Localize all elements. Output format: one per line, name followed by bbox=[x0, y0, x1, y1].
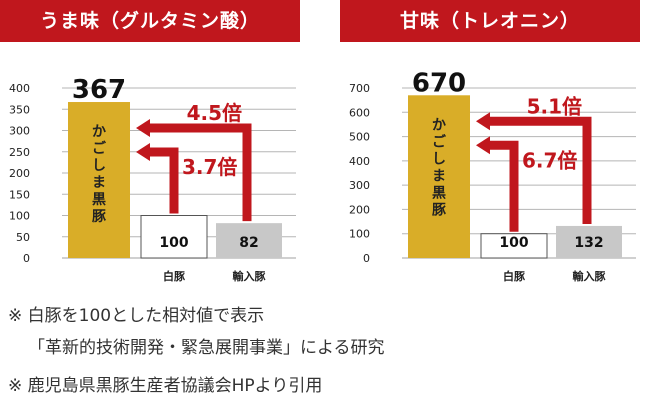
umami-ytick-label: 50 bbox=[16, 231, 30, 244]
umami-chart-title: うま味（グルタミン酸） bbox=[0, 0, 300, 42]
sweetness-chart-panel: 甘味（トレオニン） 0 100 200 300 400 500 600 700 670 100 13… bbox=[340, 0, 640, 300]
umami-category-label-kagoshima: かごしま黒豚 bbox=[92, 124, 107, 225]
sweetness-bar-imported bbox=[556, 225, 622, 258]
umami-bar-white-pig bbox=[140, 215, 208, 259]
sweetness-ytick-label: 700 bbox=[349, 82, 370, 95]
sweetness-multiplier-imported: 5.1倍 bbox=[527, 94, 582, 118]
footnotes: ※ 白豚を100とした相対値で表示 「革新的技術開発・緊急展開事業」による研究 … bbox=[8, 300, 643, 402]
umami-ytick-label: 400 bbox=[9, 82, 30, 95]
umami-chart: 0 50 100 150 200 250 300 350 400 367 100 82 かごしま黒豚白豚… bbox=[9, 75, 296, 283]
umami-ytick-label: 200 bbox=[9, 167, 30, 180]
sweetness-ytick-label: 0 bbox=[363, 252, 370, 265]
umami-multiplier-white-pig: 3.7倍 bbox=[182, 155, 237, 179]
sweetness-ytick-label: 100 bbox=[349, 228, 370, 241]
umami-arrow-white-pig-shaft bbox=[148, 147, 179, 214]
sweetness-multiplier-white-pig: 6.7倍 bbox=[522, 148, 577, 172]
sweetness-arrow-white-pig-head bbox=[476, 136, 490, 155]
sweetness-chart-title: 甘味（トレオニン） bbox=[340, 0, 640, 42]
sweetness-arrow-white-pig-shaft bbox=[488, 140, 519, 232]
umami-ytick-label: 150 bbox=[9, 188, 30, 201]
sweetness-category-label-kagoshima: かごしま黒豚 bbox=[432, 117, 447, 218]
umami-ytick-label: 0 bbox=[23, 252, 30, 265]
umami-value-label-imported: 82 bbox=[239, 235, 258, 251]
umami-multiplier-imported: 4.5倍 bbox=[187, 101, 242, 125]
sweetness-ytick-label: 500 bbox=[349, 131, 370, 144]
umami-ytick-label: 250 bbox=[9, 146, 30, 159]
umami-category-label-white-pig: 白豚 bbox=[163, 269, 186, 283]
umami-chart-panel: うま味（グルタミン酸） 0 50 100 150 200 250 300 350 400 367 1… bbox=[0, 0, 300, 300]
sweetness-ytick-label: 200 bbox=[349, 203, 370, 216]
sweetness-ytick-label: 600 bbox=[349, 106, 370, 119]
umami-arrow-imported-head bbox=[136, 119, 150, 138]
sweetness-bar-white-pig bbox=[480, 233, 548, 259]
umami-arrow-white-pig-head bbox=[136, 143, 150, 162]
sweetness-arrow-imported-head bbox=[476, 112, 490, 131]
sweetness-ytick-label: 300 bbox=[349, 179, 370, 192]
umami-ytick-label: 350 bbox=[9, 103, 30, 116]
umami-value-label-white-pig: 100 bbox=[159, 235, 188, 251]
sweetness-value-label-imported: 132 bbox=[574, 235, 603, 251]
sweetness-value-label-white-pig: 100 bbox=[499, 235, 528, 251]
umami-ytick-label: 100 bbox=[9, 210, 30, 223]
footnote-research-project: 「革新的技術開発・緊急展開事業」による研究 bbox=[28, 338, 385, 358]
sweetness-value-label-kagoshima: 670 bbox=[412, 68, 466, 98]
footnote-relative-value: ※ 白豚を100とした相対値で表示 bbox=[8, 306, 265, 326]
umami-arrow-imported-shaft bbox=[148, 123, 252, 222]
sweetness-arrow-imported-shaft bbox=[488, 116, 592, 224]
sweetness-category-label-white-pig: 白豚 bbox=[503, 269, 526, 283]
umami-ytick-label: 300 bbox=[9, 125, 30, 138]
sweetness-ytick-label: 400 bbox=[349, 155, 370, 168]
umami-value-label-kagoshima: 367 bbox=[72, 75, 126, 105]
umami-bar-imported bbox=[216, 223, 282, 258]
sweetness-category-label-imported: 輸入豚 bbox=[573, 269, 607, 283]
umami-bar-kagoshima bbox=[68, 102, 130, 259]
sweetness-bar-kagoshima bbox=[408, 95, 470, 259]
footnote-source: ※ 鹿児島県黒豚生産者協議会HPより引用 bbox=[8, 376, 323, 396]
umami-category-label-imported: 輸入豚 bbox=[233, 269, 267, 283]
